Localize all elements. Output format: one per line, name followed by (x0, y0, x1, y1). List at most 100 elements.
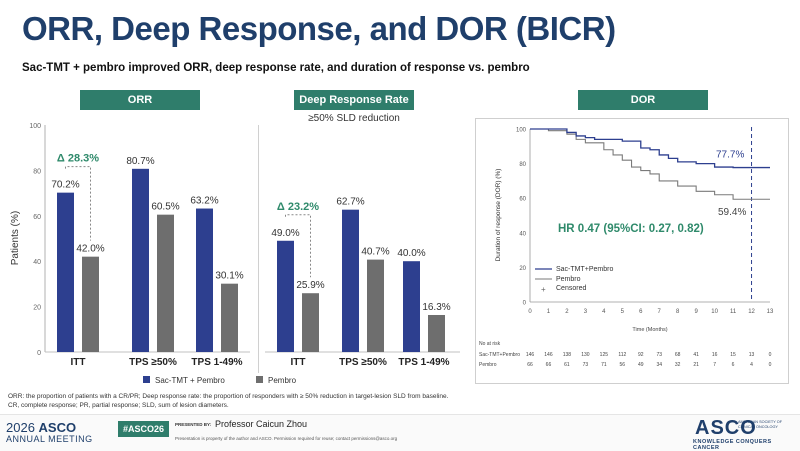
x-category-label: TPS ≥50% (339, 357, 387, 368)
at-risk-count: 13 (749, 352, 755, 358)
dor-legend-label: Sac-TMT+Pembro (556, 266, 613, 273)
dor-legend-censor-mark: + (541, 285, 546, 294)
x-category-label: ITT (291, 357, 306, 368)
at-risk-count: 34 (656, 362, 662, 368)
dor-x-tick-label: 2 (565, 309, 569, 315)
bar-data-label: 30.1% (215, 271, 243, 282)
dor-panel-header: DOR (578, 90, 708, 110)
rights-notice: Presentation is property of the author a… (175, 436, 398, 441)
at-risk-count: 15 (730, 352, 736, 358)
dor-curve-pembro (530, 128, 770, 200)
at-risk-row-label: Pembro (479, 362, 497, 368)
at-risk-count: 146 (544, 352, 553, 358)
x-category-label: TPS ≥50% (129, 357, 177, 368)
bar-data-label: 70.2% (51, 180, 79, 191)
bar-data-label: 42.0% (76, 244, 104, 255)
asco-logo: ASCO (695, 417, 757, 439)
at-risk-count: 4 (750, 362, 753, 368)
dor-panel-frame (475, 118, 789, 384)
dor-y-tick-label: 20 (519, 266, 526, 272)
at-risk-count: 41 (693, 352, 699, 358)
bar-pembro (157, 214, 174, 352)
deep-response-note: ≥50% SLD reduction (308, 113, 400, 124)
slide-title: ORR, Deep Response, and DOR (BICR) (22, 10, 616, 47)
at-risk-count: 56 (620, 362, 626, 368)
at-risk-count: 138 (563, 352, 572, 358)
presenter-name: Professor Caicun Zhou (215, 419, 308, 429)
dor-legend-label: Pembro (556, 276, 581, 283)
presented-by-label: PRESENTED BY: (175, 422, 212, 427)
x-category-label: TPS 1-49% (398, 357, 449, 368)
asco-logo-subtitle: AMERICAN SOCIETY OF CLINICAL ONCOLOGY (738, 420, 783, 429)
dor-x-axis-title: Time (Months) (632, 327, 667, 333)
dor-x-tick-label: 12 (748, 309, 755, 315)
at-risk-count: 66 (546, 362, 552, 368)
y-tick-label: 0 (37, 350, 41, 357)
y-tick-label: 100 (29, 123, 41, 130)
dor-x-tick-label: 13 (767, 309, 774, 315)
dor-x-tick-label: 10 (711, 309, 718, 315)
bar-sac-tmt-pembro (57, 192, 74, 352)
at-risk-count: 92 (638, 352, 644, 358)
dor-x-tick-label: 5 (621, 309, 625, 315)
legend-swatch-sac (143, 376, 150, 383)
bar-pembro (302, 293, 319, 352)
dor-y-tick-label: 80 (519, 162, 526, 168)
dor-x-tick-label: 3 (584, 309, 588, 315)
legend-label-sac: Sac-TMT + Pembro (155, 376, 225, 385)
footnote-line: CR, complete response; PR, partial respo… (8, 402, 229, 409)
at-risk-count: 7 (713, 362, 716, 368)
dor-x-tick-label: 7 (658, 309, 662, 315)
legend-label-pembro: Pembro (268, 376, 297, 385)
dor-end-label-pembro: 59.4% (718, 207, 746, 218)
legend-swatch-pembro (256, 376, 263, 383)
footnotes: ORR: the proportion of patients with a C… (8, 392, 608, 410)
bar-charts: 0 20 40 60 80 100 Patients (%) 70.2% 42.0% ITT 80.… (10, 123, 460, 385)
bar-sac-tmt-pembro (403, 261, 420, 352)
panel-divider (258, 125, 259, 373)
bar-data-label: 63.2% (190, 196, 218, 207)
at-risk-count: 0 (769, 362, 772, 368)
at-risk-count: 73 (656, 352, 662, 358)
delta-bracket (65, 166, 91, 241)
bar-sac-tmt-pembro (132, 168, 149, 352)
dor-legend-label: Censored (556, 285, 586, 292)
asco-tagline: KNOWLEDGE CONQUERS CANCER (693, 439, 772, 451)
dor-x-tick-label: 1 (547, 309, 551, 315)
at-risk-count: 21 (693, 362, 699, 368)
at-risk-count: 68 (675, 352, 681, 358)
y-tick-label: 20 (33, 305, 41, 312)
bar-pembro (367, 259, 384, 352)
dor-x-tick-label: 11 (730, 309, 737, 315)
footnote-line: ORR: the proportion of patients with a C… (8, 393, 449, 400)
delta-annotation: Δ 23.2% (277, 201, 319, 213)
bar-pembro (221, 283, 238, 352)
deep-response-panel-header: Deep Response Rate (294, 90, 414, 110)
at-risk-count: 146 (526, 352, 535, 358)
at-risk-count: 61 (564, 362, 570, 368)
meeting-asco: ASCO (38, 420, 77, 435)
dor-hazard-ratio: HR 0.47 (95%CI: 0.27, 0.82) (558, 223, 704, 235)
bar-pembro (428, 314, 445, 352)
hashtag-badge: #ASCO26 (118, 421, 170, 437)
dor-y-tick-label: 100 (516, 128, 527, 134)
delta-annotation: Δ 28.3% (57, 153, 99, 165)
bar-data-label: 60.5% (151, 202, 179, 213)
bar-data-label: 40.0% (397, 248, 425, 259)
at-risk-row-label: Sac-TMT+Pembro (479, 352, 520, 358)
at-risk-count: 49 (638, 362, 644, 368)
bar-data-label: 16.3% (422, 302, 450, 313)
at-risk-count: 32 (675, 362, 681, 368)
y-tick-label: 80 (33, 168, 41, 175)
y-axis-title: Patients (%) (10, 211, 21, 265)
bar-pembro (82, 256, 99, 352)
at-risk-count: 66 (527, 362, 533, 368)
at-risk-count: 130 (581, 352, 590, 358)
orr-panel-header: ORR (80, 90, 200, 110)
dor-end-label-sac: 77.7% (716, 150, 744, 161)
bar-data-label: 25.9% (296, 280, 324, 291)
bar-data-label: 80.7% (126, 156, 154, 167)
at-risk-count: 112 (618, 352, 626, 358)
dor-y-tick-label: 60 (519, 197, 526, 203)
